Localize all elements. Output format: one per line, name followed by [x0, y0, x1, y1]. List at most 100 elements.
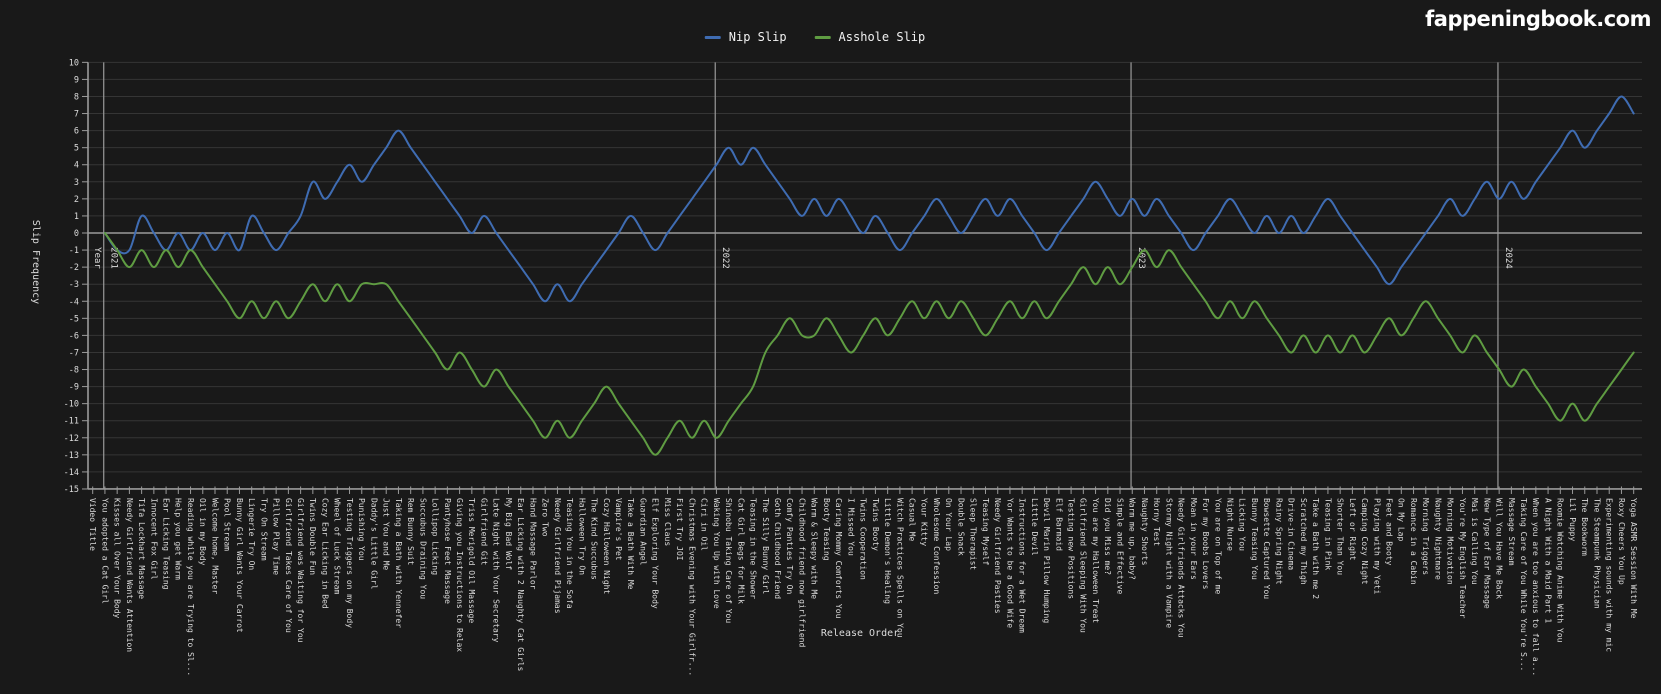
x-label: Will You Have Me Back — [1495, 498, 1504, 599]
svg-text:5: 5 — [74, 144, 79, 154]
x-label: On Your Lap — [944, 498, 953, 551]
x-label: When you are too anxious to fall a... — [1531, 498, 1540, 676]
x-label: Zero Two — [541, 498, 550, 537]
x-label: Little Devil — [1030, 498, 1039, 556]
x-label: Help you get Warm — [174, 498, 183, 580]
x-label: Girlfriend was Waiting for You — [296, 498, 305, 643]
x-label: Elf Barmaid — [1054, 498, 1063, 551]
legend-label: Asshole Slip — [838, 30, 926, 44]
x-label: Comfy Panties Try On — [785, 498, 794, 595]
x-label: Waking You Up with Love — [712, 498, 721, 609]
x-label: Girlfriend Sleeping With You — [1079, 498, 1088, 633]
year-label-2024: 2024 — [1503, 247, 1513, 269]
x-label: Lil Puppy — [1568, 498, 1577, 542]
svg-text:-3: -3 — [69, 280, 79, 290]
x-label: Sleep Therapist — [969, 498, 978, 570]
svg-text:-13: -13 — [64, 451, 79, 461]
x-label: Pantyhose Feet Massage — [443, 498, 452, 604]
x-label: Pillow Play Time — [272, 498, 281, 575]
svg-text:-1: -1 — [69, 246, 79, 256]
x-label: You adopted a Cat Girl — [100, 498, 109, 604]
x-label: Teasing Myself — [981, 498, 990, 566]
x-label: Late Night with Your Secretary — [492, 498, 501, 643]
x-label: Playing with my Yeti — [1372, 498, 1381, 595]
year-label-2022: 2022 — [720, 247, 730, 269]
x-label: Bunny Girl Wants Your Carrot — [235, 498, 244, 633]
x-label: Simple and Effective — [1115, 498, 1124, 595]
x-label: Guardian Angel — [638, 498, 647, 566]
series-line-nip-slip — [103, 95, 1635, 303]
x-label: Morning Triggers — [1421, 498, 1430, 575]
x-label: Rem Bunny Suit — [406, 498, 415, 566]
x-label: Devil Marin Pillow Humping — [1042, 498, 1051, 623]
x-label: Punishing You — [357, 498, 366, 561]
x-label: Needy Girlfriends Attacks You — [1177, 498, 1186, 638]
x-label: Feet and Booty — [1384, 498, 1393, 566]
x-label: Girlfriend Takes Care of You — [284, 498, 293, 633]
x-label: Halloween Try On — [577, 498, 586, 575]
x-label: Wholesome Confession — [932, 498, 941, 595]
x-label: Roomie Watching Anime With You — [1556, 498, 1565, 643]
x-label: Naughty Shorts — [1140, 498, 1149, 566]
x-label: Warm me up, baby? — [1128, 498, 1137, 580]
x-label: Oil in my Body — [198, 498, 207, 566]
x-label: Witch Practices Spells on You — [895, 498, 904, 638]
x-label: Goth Childhood Friend — [773, 498, 782, 599]
x-label: Pool Stream — [223, 498, 232, 551]
svg-text:2: 2 — [74, 195, 79, 205]
x-label: Wheel of Luck Stream — [333, 498, 342, 595]
svg-text:10: 10 — [69, 58, 79, 68]
x-label: Night Nurse — [1225, 498, 1234, 551]
x-label: Left or Right — [1348, 498, 1357, 561]
x-label: Taking Care of You While You're S... — [1519, 498, 1528, 671]
x-label: Kisses all Over Your Body — [113, 498, 122, 619]
x-label: Vampire's Pet — [614, 498, 623, 561]
x-label: Massage Stream — [1507, 498, 1516, 566]
x-label: Naughty Nightmare — [1433, 498, 1442, 580]
svg-text:6: 6 — [74, 127, 79, 137]
x-label: Ear Licking with 2 Naughty Cat Girls — [516, 498, 525, 672]
y-axis-title: Slip Frequency — [30, 220, 41, 304]
x-label: First Try JOI — [675, 498, 684, 561]
x-label: Teasing You in the Sofa — [565, 498, 574, 609]
year-axis-title: Year — [92, 247, 102, 269]
x-label: Elf Exploring Your Body — [651, 498, 660, 609]
svg-text:8: 8 — [74, 92, 79, 102]
svg-text:-5: -5 — [69, 314, 79, 324]
legend-item-asshole-slip[interactable]: Asshole Slip — [814, 30, 926, 44]
x-label: Mai is Calling You — [1470, 498, 1479, 585]
x-label: For my Boobs Lovers — [1201, 498, 1210, 590]
x-label: My Big Bad Wolf — [504, 498, 513, 570]
svg-text:4: 4 — [74, 161, 79, 171]
svg-text:9: 9 — [74, 75, 79, 85]
legend-swatch — [704, 35, 721, 39]
x-label: Tifa Lockhart Massage — [137, 498, 146, 599]
svg-text:1: 1 — [74, 212, 79, 222]
legend-swatch — [814, 35, 831, 39]
x-label: Video Title — [88, 498, 97, 551]
x-label: Giving you Instructions to Relax — [455, 498, 464, 652]
x-label: Testing new Positions — [1067, 498, 1076, 599]
x-label: Succubus Draining You — [418, 498, 427, 599]
x-label: Stormy Night with a Vampire — [1164, 498, 1173, 628]
svg-text:-4: -4 — [69, 297, 79, 307]
x-label: Welcome home, Master — [210, 498, 219, 595]
x-label: Your Kitty — [920, 498, 929, 546]
svg-text:-8: -8 — [69, 366, 79, 376]
x-label: Camping Cozy Night — [1360, 498, 1369, 585]
svg-text:-10: -10 — [64, 400, 79, 410]
x-label: Childhood friend now girlfriend — [797, 498, 806, 647]
svg-text:-6: -6 — [69, 331, 79, 341]
svg-text:-9: -9 — [69, 383, 79, 393]
x-label: On My Lap — [1397, 498, 1406, 542]
x-label: You're My English Teacher — [1458, 498, 1467, 619]
site-logo: fappeningbook.com — [1425, 7, 1651, 31]
x-label: Experimenting sounds with my mic — [1605, 498, 1614, 652]
x-label: Hand Massage Parlor — [528, 498, 537, 590]
legend-item-nip-slip[interactable]: Nip Slip — [704, 30, 787, 44]
svg-text:0: 0 — [74, 229, 79, 239]
x-label: Daddy's Little Girl — [369, 498, 378, 590]
x-label: Yor Wants to be a Good Wife — [1005, 498, 1014, 628]
x-label: Take a Bath with me 2 — [1311, 498, 1320, 599]
x-label: Booty Teasing — [822, 498, 831, 561]
